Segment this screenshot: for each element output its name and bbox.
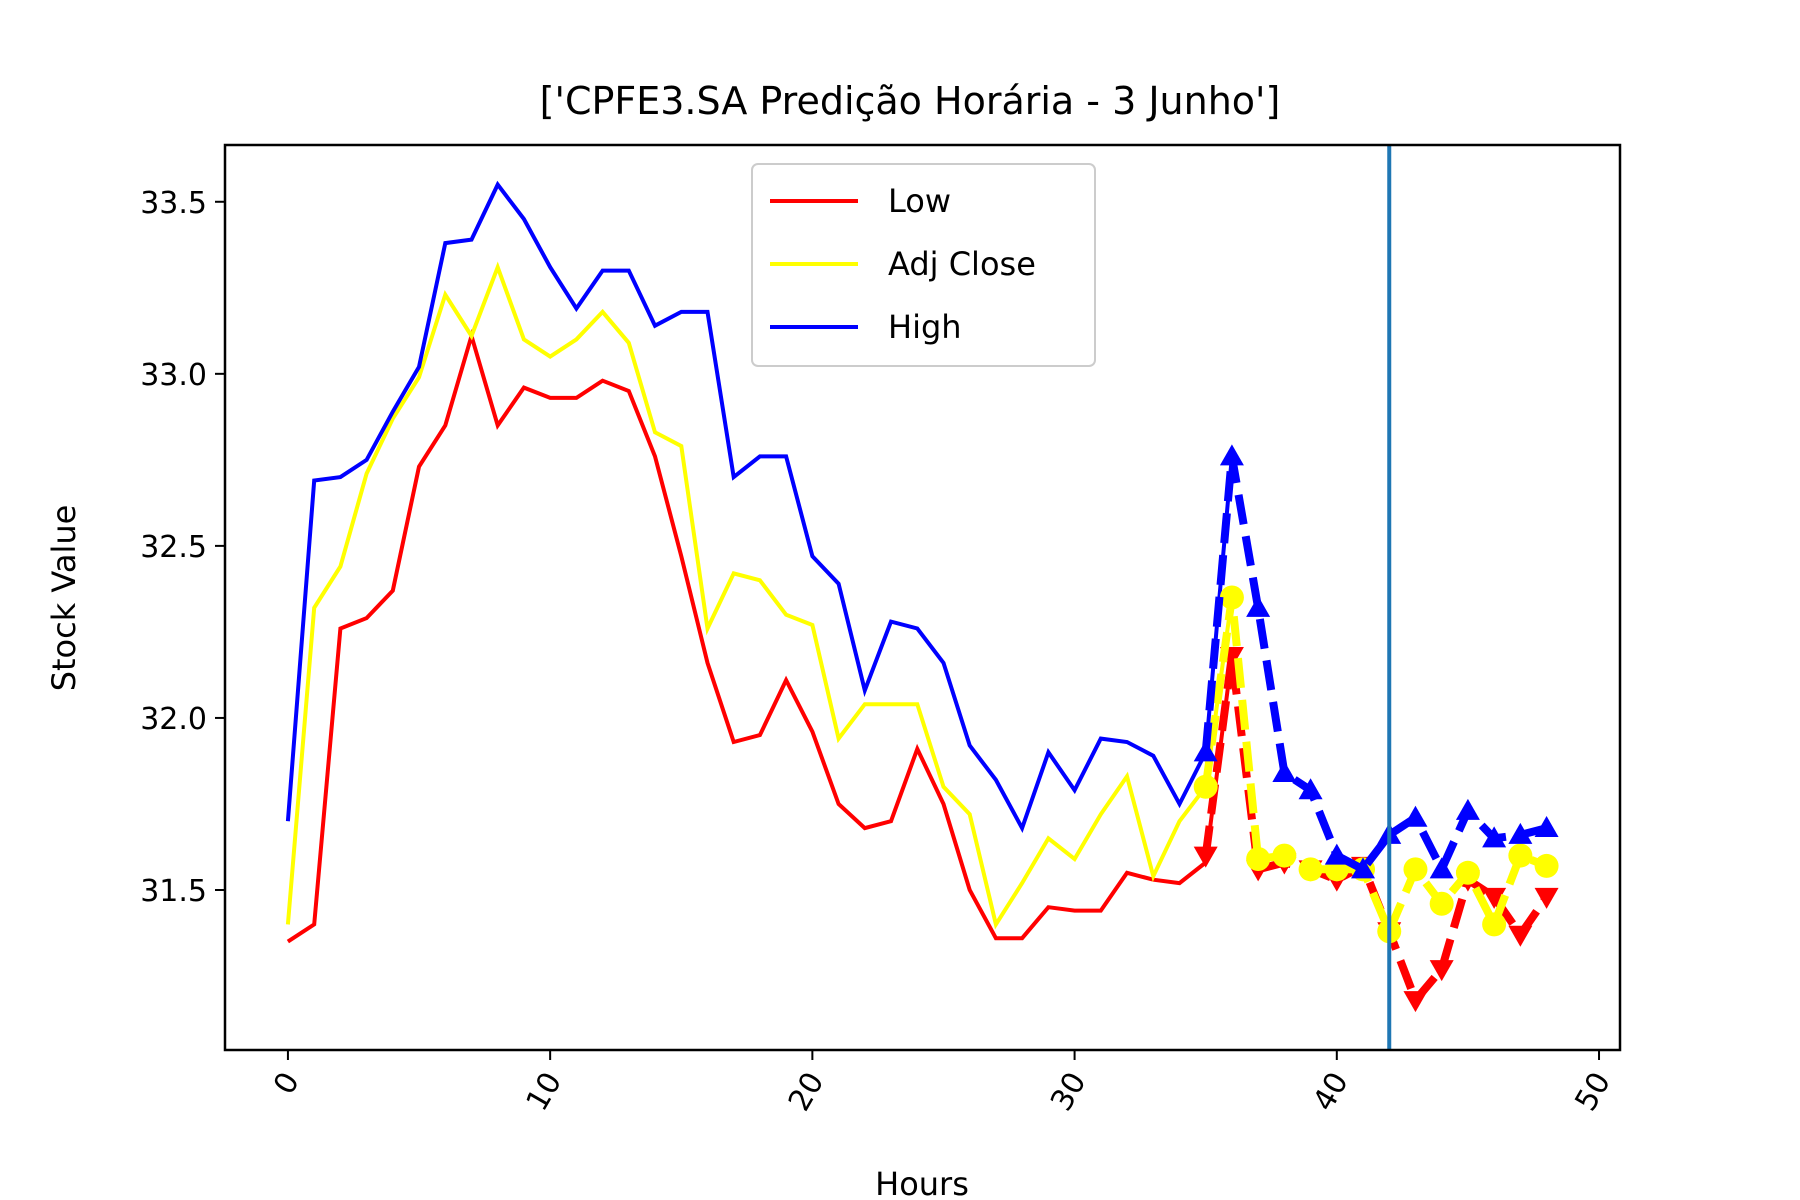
legend-box bbox=[751, 163, 1096, 367]
legend-label-high: High bbox=[888, 308, 962, 346]
prediction-point bbox=[1534, 887, 1559, 909]
prediction-point bbox=[1324, 843, 1349, 865]
prediction-line-3 bbox=[1201, 455, 1548, 879]
prediction-line-2 bbox=[1201, 596, 1549, 942]
prediction-point bbox=[1193, 740, 1218, 762]
prediction-point bbox=[1246, 595, 1271, 617]
prediction-point bbox=[1246, 847, 1271, 872]
prediction-point bbox=[1508, 822, 1533, 844]
prediction-point bbox=[1429, 960, 1454, 982]
plot-frame bbox=[223, 143, 1622, 1052]
plot-area bbox=[285, 145, 1559, 1050]
y-tick-label: 31.5 bbox=[140, 874, 207, 909]
legend-label-adj-close: Adj Close bbox=[888, 245, 1036, 283]
prediction-point bbox=[1534, 853, 1559, 878]
prediction-point bbox=[1298, 778, 1323, 800]
chart-title: ['CPFE3.SA Predição Horária - 3 Junho'] bbox=[540, 79, 1281, 123]
x-axis-label: Hours bbox=[875, 1165, 969, 1200]
prediction-point bbox=[1193, 774, 1218, 799]
prediction-point bbox=[1482, 912, 1507, 937]
prediction-point bbox=[1455, 860, 1480, 885]
prediction-point bbox=[1508, 925, 1533, 947]
y-tick-label: 32.5 bbox=[140, 530, 207, 565]
prediction-point bbox=[1403, 857, 1428, 882]
prediction-point bbox=[1508, 843, 1533, 868]
prediction-point bbox=[1403, 805, 1428, 827]
prediction-point bbox=[1272, 760, 1297, 782]
y-axis: 31.5 32.0 32.5 33.0 33.5 bbox=[140, 186, 225, 909]
y-tick-label: 33.5 bbox=[140, 186, 207, 221]
legend: Low Adj Close High bbox=[751, 163, 1096, 367]
prediction-point bbox=[1429, 891, 1454, 916]
prediction-point bbox=[1219, 585, 1244, 610]
y-tick-label: 33.0 bbox=[140, 358, 207, 393]
prediction-point bbox=[1482, 887, 1507, 909]
prediction-point bbox=[1534, 816, 1559, 838]
series-line-adj-close bbox=[285, 261, 1234, 930]
prediction-point bbox=[1482, 826, 1507, 848]
legend-label-low: Low bbox=[888, 182, 951, 220]
prediction-point bbox=[1272, 843, 1297, 868]
y-axis-label: Stock Value bbox=[45, 505, 83, 692]
series-line-high bbox=[285, 180, 1234, 834]
series-line-low bbox=[286, 328, 1234, 944]
prediction-point bbox=[1298, 857, 1323, 882]
prediction-point bbox=[1193, 846, 1218, 868]
prediction-point bbox=[1403, 991, 1428, 1013]
prediction-point bbox=[1351, 857, 1376, 879]
prediction-point bbox=[1455, 798, 1480, 820]
prediction-point bbox=[1219, 444, 1244, 466]
prediction-point bbox=[1429, 857, 1454, 879]
y-tick-label: 32.0 bbox=[140, 702, 207, 737]
